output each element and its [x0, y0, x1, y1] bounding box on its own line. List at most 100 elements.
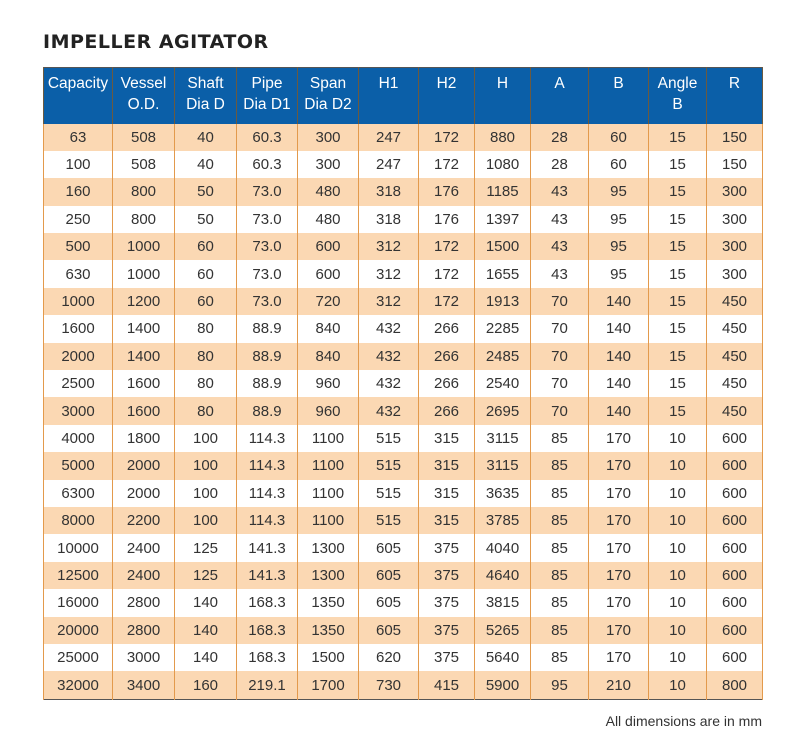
table-cell: 620: [358, 643, 419, 672]
table-cell: 168.3: [236, 589, 298, 617]
table-cell: 15: [648, 342, 707, 371]
column-header-line: Dia D: [186, 96, 225, 113]
table-cell: 1600: [112, 397, 175, 425]
table-cell: 1100: [297, 506, 359, 535]
table-cell: 1080: [474, 150, 531, 179]
table-cell: 15: [648, 123, 707, 151]
table-cell: 432: [358, 370, 419, 398]
table-cell: 73.0: [236, 260, 298, 288]
table-cell: 300: [706, 233, 763, 261]
table-cell: 10: [648, 589, 707, 617]
table-cell: 170: [588, 506, 649, 535]
table-cell: 5640: [474, 643, 531, 672]
units-note: All dimensions are in mm: [605, 713, 762, 729]
table-cell: 170: [588, 616, 649, 644]
table-cell: 100: [174, 479, 237, 507]
table-cell: 450: [706, 342, 763, 371]
table-cell: 2800: [112, 616, 175, 644]
table-row: 25000 3000 140 168.3 1500 620 375 5640 85 170 10 60…: [43, 643, 763, 672]
table-cell: 508: [112, 150, 175, 179]
table-cell: 10: [648, 616, 707, 644]
table-cell: 15: [648, 370, 707, 398]
table-cell: 1100: [297, 479, 359, 507]
table-cell: 100: [43, 150, 113, 179]
table-cell: 2400: [112, 561, 175, 590]
table-cell: 172: [418, 260, 475, 288]
column-header-line: Vessel: [120, 75, 167, 92]
table-row: 3000 1600 80 88.9 960 432 266 2695 70 140 15 450: [43, 397, 763, 425]
table-cell: 140: [588, 397, 649, 425]
table-cell: 375: [418, 561, 475, 590]
table-cell: 266: [418, 342, 475, 371]
column-header: R: [706, 67, 763, 124]
table-cell: 172: [418, 233, 475, 261]
page-title: IMPELLER AGITATOR: [43, 31, 269, 53]
column-header: B: [588, 67, 649, 124]
table-cell: 60: [174, 260, 237, 288]
table-cell: 5265: [474, 616, 531, 644]
column-header-line: Dia D1: [243, 96, 291, 113]
table-cell: 95: [588, 205, 649, 234]
table-cell: 140: [174, 589, 237, 617]
table-cell: 3815: [474, 589, 531, 617]
table-row: 12500 2400 125 141.3 1300 605 375 4640 85 170 10 60…: [43, 561, 763, 590]
table-cell: 12500: [43, 561, 113, 590]
column-header-line: B: [672, 96, 683, 113]
table-cell: 172: [418, 150, 475, 179]
table-cell: 63: [43, 123, 113, 151]
table-cell: 2000: [43, 342, 113, 371]
table-cell: 176: [418, 205, 475, 234]
table-cell: 800: [112, 178, 175, 206]
table-cell: 95: [588, 178, 649, 206]
table-cell: 1300: [297, 561, 359, 590]
table-cell: 50: [174, 178, 237, 206]
table-cell: 70: [530, 287, 589, 316]
table-row: 16000 2800 140 168.3 1350 605 375 3815 85 170 10 60…: [43, 589, 763, 617]
table-cell: 3635: [474, 479, 531, 507]
table-cell: 1300: [297, 534, 359, 562]
table-cell: 60: [174, 287, 237, 316]
table-cell: 312: [358, 233, 419, 261]
table-cell: 600: [706, 479, 763, 507]
table-cell: 10: [648, 643, 707, 672]
table-row: 1000 1200 60 73.0 720 312 172 1913 70 140 15 450: [43, 287, 763, 316]
column-header-line: Angle: [657, 75, 698, 92]
table-cell: 2200: [112, 506, 175, 535]
table-cell: 2285: [474, 315, 531, 343]
table-cell: 10000: [43, 534, 113, 562]
table-cell: 60.3: [236, 123, 298, 151]
table-cell: 70: [530, 397, 589, 425]
table-cell: 630: [43, 260, 113, 288]
table-cell: 88.9: [236, 342, 298, 371]
table-cell: 315: [418, 452, 475, 480]
table-cell: 170: [588, 424, 649, 453]
table-cell: 170: [588, 534, 649, 562]
table-cell: 480: [297, 178, 359, 206]
table-cell: 60.3: [236, 150, 298, 179]
table-cell: 85: [530, 616, 589, 644]
table-cell: 315: [418, 424, 475, 453]
table-cell: 170: [588, 561, 649, 590]
table-row: 10000 2400 125 141.3 1300 605 375 4040 85 170 10 60…: [43, 534, 763, 562]
table-cell: 4640: [474, 561, 531, 590]
table-row: 2500 1600 80 88.9 960 432 266 2540 70 140 15 450: [43, 370, 763, 398]
table-cell: 16000: [43, 589, 113, 617]
table-cell: 605: [358, 534, 419, 562]
table-cell: 1350: [297, 616, 359, 644]
table-cell: 415: [418, 671, 475, 700]
column-header-line: A: [554, 75, 565, 92]
table-cell: 70: [530, 342, 589, 371]
table-cell: 375: [418, 643, 475, 672]
table-cell: 73.0: [236, 287, 298, 316]
column-header: Vessel O.D.: [112, 67, 175, 124]
table-cell: 10: [648, 506, 707, 535]
table-cell: 100: [174, 506, 237, 535]
table-row: 500 1000 60 73.0 600 312 172 1500 43 95 15 300: [43, 233, 763, 261]
table-cell: 1200: [112, 287, 175, 316]
table-cell: 605: [358, 616, 419, 644]
column-header-line: Shaft: [187, 75, 224, 92]
table-cell: 15: [648, 397, 707, 425]
table-cell: 85: [530, 424, 589, 453]
table-cell: 600: [706, 452, 763, 480]
table-cell: 85: [530, 589, 589, 617]
